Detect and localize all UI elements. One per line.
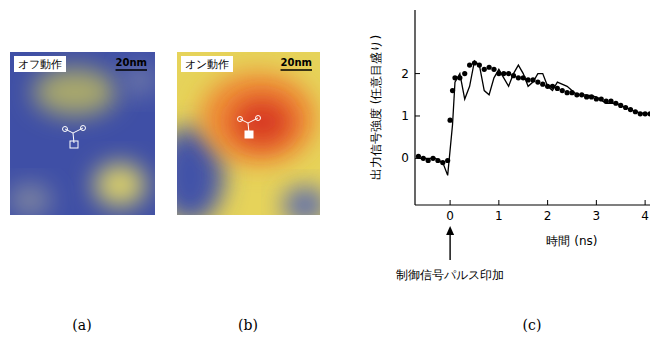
x-tick	[645, 200, 646, 205]
molecule-icon	[238, 116, 261, 139]
x-tick	[596, 200, 597, 205]
data-point	[487, 65, 492, 70]
image-blob	[33, 68, 117, 116]
data-point	[506, 71, 511, 76]
molecule-atom	[63, 127, 68, 132]
y-axis	[414, 10, 415, 205]
data-point	[448, 118, 453, 123]
x-tick-label: 3	[593, 209, 601, 223]
image-blob	[232, 98, 292, 146]
y-axis-title: 出力信号強度 (任意目盛り)	[369, 35, 383, 180]
y-tick	[415, 115, 420, 116]
label-box	[181, 56, 233, 72]
axes	[415, 10, 650, 205]
y-tick-label: 0	[401, 151, 409, 165]
data-point	[516, 75, 521, 80]
image-label: オン動作	[185, 58, 229, 71]
scale-bar	[116, 69, 147, 71]
image-blob	[94, 163, 146, 207]
heat-image	[10, 52, 155, 215]
data-point	[535, 79, 540, 84]
panel-letter: (a)	[72, 317, 91, 333]
scale-bar-label: 20nm	[116, 57, 147, 68]
panel-letter: (c)	[523, 317, 542, 333]
heat-image	[177, 52, 320, 215]
panel-letter: (b)	[238, 317, 258, 333]
data-point	[462, 71, 467, 76]
arrow-head	[446, 226, 454, 235]
data-point	[540, 82, 545, 87]
y-tick	[415, 73, 420, 74]
y-tick-label: 1	[401, 109, 409, 123]
scale-bar	[281, 69, 312, 71]
data-line	[418, 61, 650, 175]
molecule-atom	[256, 116, 261, 121]
data-point	[555, 86, 560, 91]
y-tick-label: 2	[401, 67, 409, 81]
x-tick	[450, 200, 451, 205]
image-label: オフ動作	[18, 58, 62, 71]
data-point	[560, 88, 565, 93]
data-point	[482, 67, 487, 72]
molecule-ring	[70, 141, 78, 148]
data-point	[467, 63, 472, 68]
image-blob	[10, 184, 52, 215]
x-tick-label: 4	[641, 209, 649, 223]
data-point	[491, 67, 496, 72]
data-point	[565, 90, 570, 95]
image-blob	[283, 187, 320, 215]
x-tick	[498, 200, 499, 205]
image-blob	[122, 64, 155, 96]
x-tick-label: 0	[446, 209, 454, 223]
image-blob	[200, 72, 316, 164]
plot-data	[416, 60, 650, 175]
molecule-atom	[238, 117, 243, 122]
scale-bar-label: 20nm	[281, 57, 312, 68]
x-tick-label: 1	[495, 209, 503, 223]
x-tick-label: 2	[544, 209, 552, 223]
annotation-text: 制御信号パルス印加	[396, 268, 504, 282]
x-axis-title: 時間 (ns)	[546, 234, 597, 248]
x-tick	[547, 200, 548, 205]
molecule-atom	[81, 126, 86, 131]
annotation-arrow	[446, 226, 454, 260]
label-box	[14, 56, 66, 72]
molecule-ring	[245, 131, 253, 138]
figure: オフ動作 20nm オン動作 20nm 0 1 2 3 4 0 1 2 出力信号強度 (任意目盛り) 時間…	[0, 0, 670, 352]
molecule-icon	[63, 126, 86, 149]
